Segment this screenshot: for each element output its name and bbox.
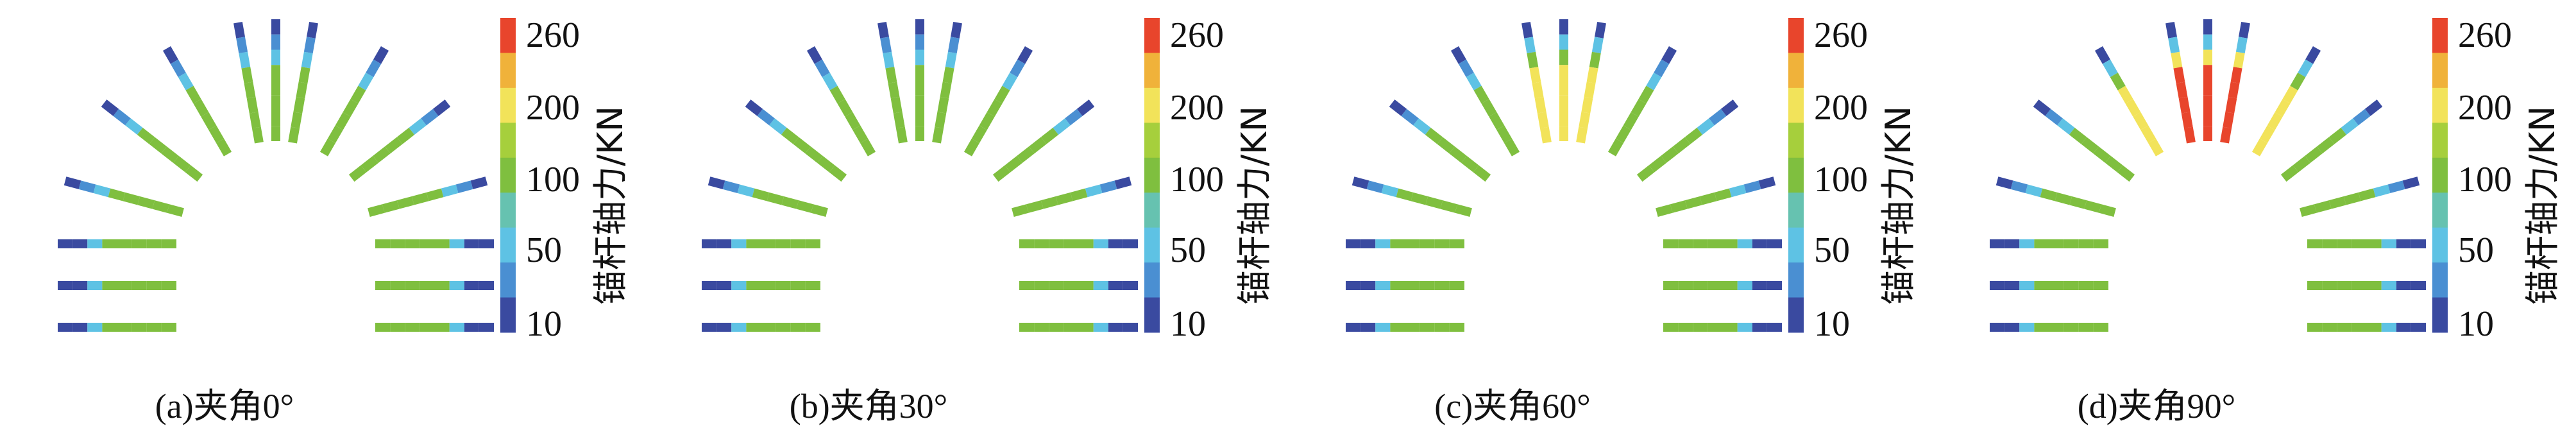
colorbar-title: 锚杆轴力/KN bbox=[590, 106, 631, 305]
arch-bolt bbox=[2220, 21, 2250, 144]
colorbar-tick-label: 100 bbox=[1814, 160, 1868, 200]
arch-bolt bbox=[2251, 46, 2321, 157]
colorbar-tick-label: 50 bbox=[2458, 230, 2494, 270]
colorbar-tick-label: 50 bbox=[1814, 230, 1850, 270]
arch-bolt bbox=[2033, 99, 2135, 182]
arch-bolt bbox=[932, 21, 962, 144]
arch-bolt bbox=[2280, 99, 2383, 182]
colorbar-tick-label: 100 bbox=[1170, 160, 1224, 200]
colorbar-tick-label: 260 bbox=[1170, 15, 1224, 55]
arch-bolt bbox=[1450, 46, 1520, 157]
colorbar-tick-label: 10 bbox=[2458, 304, 2494, 344]
panel-caption: (c)夹角60° bbox=[1434, 387, 1591, 425]
colorbar: 260 200 100 50 10 锚杆轴力/KN bbox=[1144, 15, 1275, 344]
colorbar-tick-label: 260 bbox=[2458, 15, 2512, 55]
arch-bolt bbox=[1607, 46, 1677, 157]
colorbar-tick-label: 10 bbox=[526, 304, 562, 344]
arch-bolt bbox=[745, 99, 847, 182]
colorbar-tick-label: 200 bbox=[1814, 88, 1868, 128]
arch-bolt bbox=[233, 21, 264, 144]
colorbar-tick-label: 200 bbox=[526, 88, 580, 128]
colorbar: 260 200 100 50 10 锚杆轴力/KN bbox=[2432, 15, 2563, 344]
colorbar-tick-label: 200 bbox=[2458, 88, 2512, 128]
bolt-diagram: 260 200 100 50 10 锚杆轴力/KN bbox=[1346, 15, 1919, 344]
arch-bolt bbox=[288, 21, 318, 144]
panel-2: 260 200 100 50 10 锚杆轴力/KN (b)夹角30° bbox=[644, 0, 1288, 427]
colorbar-tick-label: 50 bbox=[1170, 230, 1206, 270]
panel-3: 260 200 100 50 10 锚杆轴力/KN (c)夹角60° bbox=[1288, 0, 1932, 427]
arch-bolt bbox=[2094, 46, 2164, 157]
panel-4: 260 200 100 50 10 锚杆轴力/KN (d)夹角90° bbox=[1932, 0, 2576, 427]
colorbar-title: 锚杆轴力/KN bbox=[2522, 106, 2563, 305]
arch-bolt bbox=[101, 99, 203, 182]
panel-caption: (d)夹角90° bbox=[2077, 387, 2236, 425]
colorbar-tick-label: 100 bbox=[526, 160, 580, 200]
arch-bolt bbox=[1352, 176, 1472, 217]
arch-bolt bbox=[1012, 176, 1132, 217]
colorbar-tick-label: 100 bbox=[2458, 160, 2512, 200]
colorbar-tick-label: 260 bbox=[526, 15, 580, 55]
arch-bolt bbox=[963, 46, 1033, 157]
panel-caption: (a)夹角0° bbox=[155, 387, 294, 425]
colorbar: 260 200 100 50 10 锚杆轴力/KN bbox=[500, 15, 631, 344]
arch-bolt bbox=[2300, 176, 2420, 217]
arch-bolt bbox=[1656, 176, 1776, 217]
arch-bolt bbox=[1389, 99, 1491, 182]
colorbar-tick-label: 10 bbox=[1814, 304, 1850, 344]
colorbar-tick-label: 50 bbox=[526, 230, 562, 270]
arch-bolt bbox=[1996, 176, 2116, 217]
colorbar-tick-label: 260 bbox=[1814, 15, 1868, 55]
panel-caption: (b)夹角30° bbox=[789, 387, 948, 425]
colorbar-tick-label: 10 bbox=[1170, 304, 1206, 344]
arch-bolt bbox=[64, 176, 184, 217]
bolt-diagram: 260 200 100 50 10 锚杆轴力/KN bbox=[1990, 15, 2563, 344]
arch-bolt bbox=[877, 21, 908, 144]
arch-bolt bbox=[1521, 21, 1552, 144]
bolt-diagram: 260 200 100 50 10 锚杆轴力/KN bbox=[58, 15, 631, 344]
arch-bolt bbox=[708, 176, 828, 217]
colorbar: 260 200 100 50 10 锚杆轴力/KN bbox=[1788, 15, 1919, 344]
bolt-diagram: 260 200 100 50 10 锚杆轴力/KN bbox=[702, 15, 1275, 344]
arch-bolt bbox=[992, 99, 1095, 182]
panel-1: 260 200 100 50 10 锚杆轴力/KN (a)夹角0° bbox=[0, 0, 644, 427]
arch-bolt bbox=[2165, 21, 2196, 144]
arch-bolt bbox=[806, 46, 876, 157]
colorbar-tick-label: 200 bbox=[1170, 88, 1224, 128]
colorbar-title: 锚杆轴力/KN bbox=[1878, 106, 1919, 305]
arch-bolt bbox=[348, 99, 451, 182]
arch-bolt bbox=[162, 46, 232, 157]
arch-bolt bbox=[1576, 21, 1606, 144]
arch-bolt bbox=[1636, 99, 1739, 182]
colorbar-title: 锚杆轴力/KN bbox=[1234, 106, 1275, 305]
arch-bolt bbox=[368, 176, 488, 217]
arch-bolt bbox=[319, 46, 389, 157]
